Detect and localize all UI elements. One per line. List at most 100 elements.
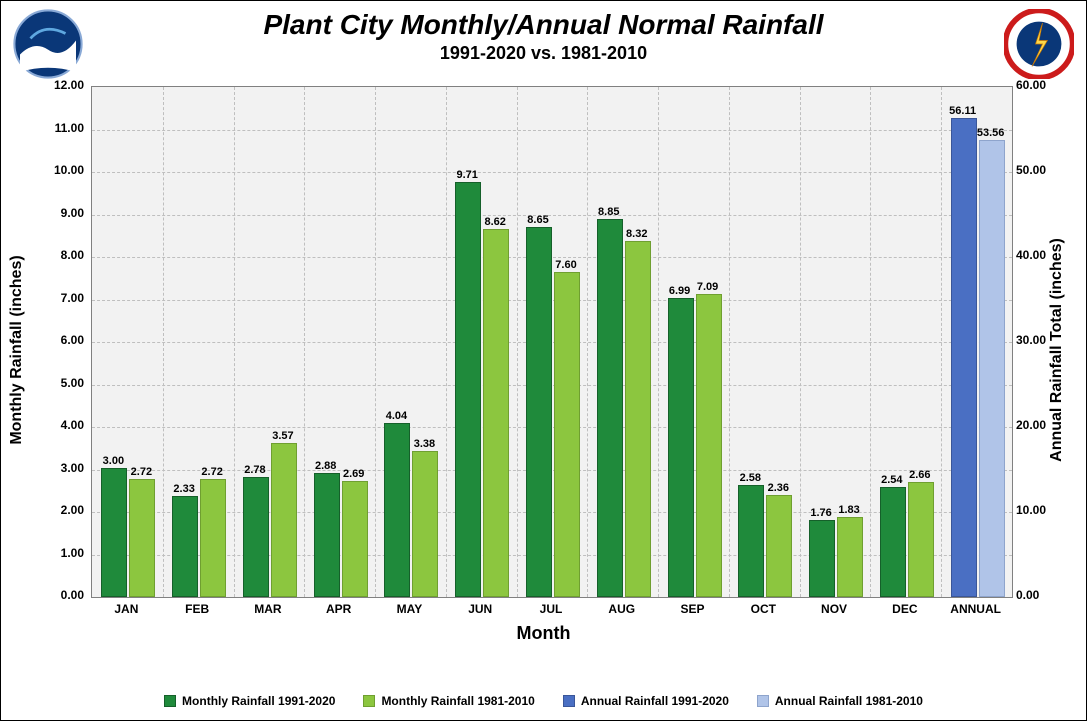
- bar-label: 6.99: [669, 285, 690, 297]
- bar-monthly_old: [342, 481, 368, 597]
- xtick-label: OCT: [751, 602, 776, 616]
- ytick-left: 1.00: [24, 546, 84, 560]
- ytick-left: 0.00: [24, 588, 84, 602]
- bar-label: 8.32: [626, 228, 647, 240]
- bar-annual_old: [979, 140, 1005, 597]
- bar-label: 9.71: [457, 169, 478, 181]
- bar-label: 2.78: [244, 464, 265, 476]
- bar-label: 7.09: [697, 281, 718, 293]
- legend-label: Monthly Rainfall 1981-2010: [381, 694, 534, 708]
- bar-label: 1.76: [810, 507, 831, 519]
- ytick-right: 60.00: [1016, 78, 1076, 92]
- legend-swatch: [757, 695, 769, 707]
- bar-label: 56.11: [949, 105, 976, 117]
- ytick-left: 8.00: [24, 248, 84, 262]
- ytick-right: 30.00: [1016, 333, 1076, 347]
- bar-label: 2.33: [173, 483, 194, 495]
- xtick-label: DEC: [892, 602, 917, 616]
- bar-label: 2.72: [131, 466, 152, 478]
- bar-label: 8.85: [598, 206, 619, 218]
- bar-label: 3.00: [103, 455, 124, 467]
- bar-monthly_new: [738, 485, 764, 597]
- bar-monthly_old: [696, 294, 722, 597]
- ytick-left: 11.00: [24, 121, 84, 135]
- bar-monthly_new: [455, 182, 481, 597]
- bar-monthly_old: [908, 482, 934, 597]
- bar-monthly_old: [766, 495, 792, 597]
- bar-annual_new: [951, 118, 977, 597]
- ytick-left: 4.00: [24, 418, 84, 432]
- chart-container: Plant City Monthly/Annual Normal Rainfal…: [0, 0, 1087, 721]
- legend-swatch: [363, 695, 375, 707]
- bar-label: 2.88: [315, 460, 336, 472]
- xtick-label: FEB: [185, 602, 209, 616]
- legend-item: Annual Rainfall 1981-2010: [757, 694, 923, 708]
- ytick-right: 50.00: [1016, 163, 1076, 177]
- xtick-label: SEP: [681, 602, 705, 616]
- ytick-left: 3.00: [24, 461, 84, 475]
- ytick-right: 20.00: [1016, 418, 1076, 432]
- bar-label: 2.58: [740, 472, 761, 484]
- xtick-label: AUG: [608, 602, 635, 616]
- xtick-label: JAN: [114, 602, 138, 616]
- legend-item: Monthly Rainfall 1981-2010: [363, 694, 534, 708]
- xtick-label: NOV: [821, 602, 847, 616]
- bar-monthly_old: [271, 443, 297, 597]
- bar-label: 7.60: [555, 259, 576, 271]
- legend-label: Annual Rainfall 1981-2010: [775, 694, 923, 708]
- legend-swatch: [164, 695, 176, 707]
- xtick-label: JUN: [468, 602, 492, 616]
- bar-label: 2.66: [909, 469, 930, 481]
- bar-label: 53.56: [977, 127, 1005, 139]
- bar-monthly_old: [412, 451, 438, 597]
- ytick-left: 12.00: [24, 78, 84, 92]
- y-axis-label-left: Monthly Rainfall (inches): [8, 225, 26, 475]
- ytick-right: 0.00: [1016, 588, 1076, 602]
- bar-monthly_old: [483, 229, 509, 597]
- ytick-left: 5.00: [24, 376, 84, 390]
- bar-label: 4.04: [386, 410, 407, 422]
- legend-label: Annual Rainfall 1991-2020: [581, 694, 729, 708]
- legend-label: Monthly Rainfall 1991-2020: [182, 694, 335, 708]
- ytick-left: 9.00: [24, 206, 84, 220]
- bar-label: 3.38: [414, 438, 435, 450]
- xtick-label: APR: [326, 602, 351, 616]
- xtick-label: JUL: [540, 602, 563, 616]
- ytick-right: 40.00: [1016, 248, 1076, 262]
- bar-label: 8.65: [527, 214, 548, 226]
- xtick-label: ANNUAL: [950, 602, 1001, 616]
- xtick-label: MAR: [254, 602, 281, 616]
- xtick-label: MAY: [397, 602, 423, 616]
- bar-monthly_old: [129, 479, 155, 597]
- legend-item: Monthly Rainfall 1991-2020: [164, 694, 335, 708]
- title-block: Plant City Monthly/Annual Normal Rainfal…: [1, 9, 1086, 64]
- ytick-right: 10.00: [1016, 503, 1076, 517]
- bar-monthly_new: [101, 468, 127, 598]
- ytick-left: 6.00: [24, 333, 84, 347]
- y-axis-label-right: Annual Rainfall Total (inches): [1048, 220, 1066, 480]
- bar-monthly_new: [384, 423, 410, 597]
- ytick-left: 2.00: [24, 503, 84, 517]
- bar-label: 8.62: [485, 216, 506, 228]
- bar-label: 2.72: [201, 466, 222, 478]
- legend-swatch: [563, 695, 575, 707]
- bar-monthly_old: [625, 241, 651, 597]
- chart-subtitle: 1991-2020 vs. 1981-2010: [1, 43, 1086, 64]
- bar-monthly_old: [554, 272, 580, 597]
- bar-monthly_new: [597, 219, 623, 597]
- bar-label: 3.57: [272, 430, 293, 442]
- bar-monthly_new: [172, 496, 198, 597]
- bar-label: 1.83: [838, 504, 859, 516]
- ytick-left: 10.00: [24, 163, 84, 177]
- ytick-left: 7.00: [24, 291, 84, 305]
- legend: Monthly Rainfall 1991-2020 Monthly Rainfa…: [1, 694, 1086, 710]
- x-axis-label: Month: [1, 623, 1086, 644]
- bar-monthly_new: [668, 298, 694, 597]
- bar-monthly_new: [243, 477, 269, 597]
- plot-area: 3.00 2.72 2.33 2.72 2.78 3.57 2.88 2.69 4.04 3.38…: [91, 86, 1013, 598]
- bar-label: 2.36: [768, 482, 789, 494]
- bar-label: 2.69: [343, 468, 364, 480]
- bar-monthly_new: [526, 227, 552, 597]
- bar-monthly_new: [314, 473, 340, 597]
- bar-label: 2.54: [881, 474, 902, 486]
